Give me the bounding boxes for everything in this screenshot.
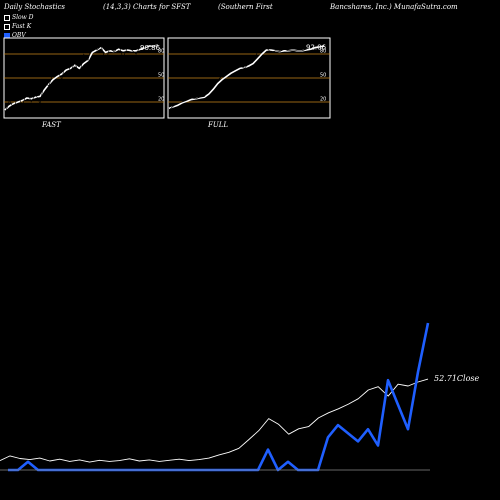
panel-label-fast: FAST <box>42 121 61 129</box>
close-value-label: 52.71Close <box>434 374 480 383</box>
chart-title: Daily Stochastics <box>4 3 66 11</box>
y-tick-label: 50 <box>320 73 326 79</box>
y-tick-label: 50 <box>158 73 164 79</box>
legend-swatch <box>4 14 10 21</box>
y-tick-label: 80 <box>320 49 326 55</box>
legend-label: Slow D <box>12 14 34 21</box>
legend-label: OBV <box>12 32 26 39</box>
legend-label: Fast K <box>12 23 32 30</box>
obv-line <box>8 322 430 472</box>
y-tick-label: 80 <box>158 49 164 55</box>
company-name: (Southern First <box>218 3 273 11</box>
close-price-line <box>0 378 429 463</box>
last-value-label: 92.06 <box>306 43 327 51</box>
y-tick-label: 20 <box>158 97 164 103</box>
chart-params: (14,3,3) Charts for SFST <box>103 3 191 11</box>
legend: Slow D Fast K OBV <box>4 13 34 40</box>
last-value-label: 90.86 <box>140 44 161 52</box>
company-name-cont: Bancshares, Inc.) MunafaSutra.com <box>330 3 458 11</box>
legend-item-slow-d: Slow D <box>4 13 34 22</box>
series-line-fast-k <box>4 41 159 115</box>
legend-item-fast-k: Fast K <box>4 22 34 31</box>
panel-label-full: FULL <box>208 121 229 129</box>
legend-swatch <box>4 23 10 30</box>
series-line-fast-k <box>168 44 325 111</box>
y-tick-label: 20 <box>320 97 326 103</box>
